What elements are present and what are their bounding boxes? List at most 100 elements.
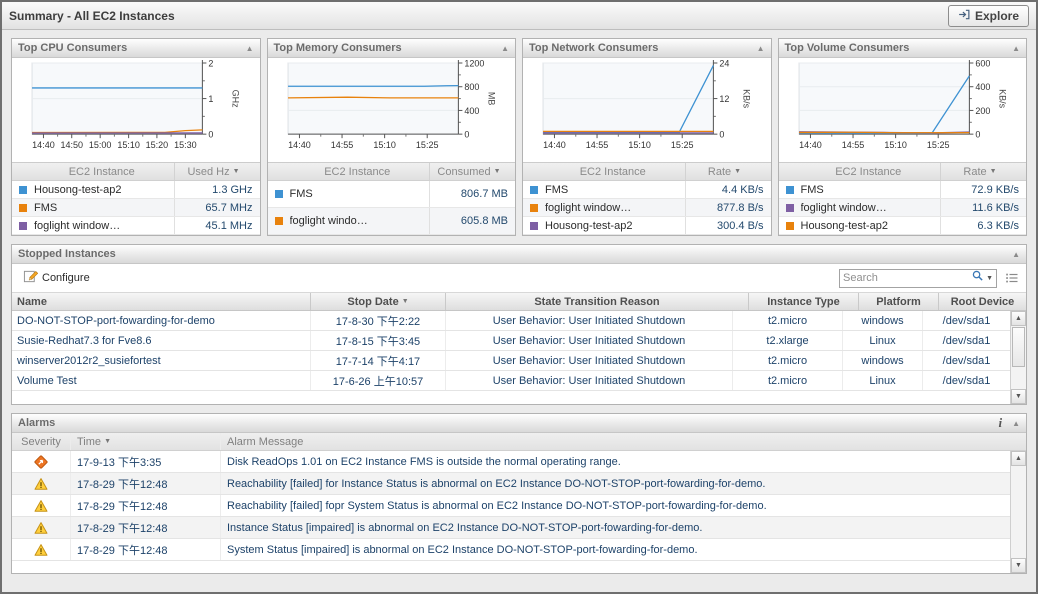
alarm-row[interactable]: 17-8-29 下午12:48 Reachability [failed] fop…: [12, 495, 1010, 517]
alarms-header: Alarms i ▲: [12, 414, 1026, 433]
consumer-row[interactable]: FMS 72.9 KB/s: [778, 181, 1026, 200]
svg-text:14:50: 14:50: [60, 140, 83, 150]
series-color-swatch: [530, 203, 538, 212]
sort-desc-icon: ▼: [232, 168, 240, 176]
explore-icon: [958, 8, 971, 24]
scrollbar-track[interactable]: [1011, 466, 1026, 558]
sort-desc-icon: ▼: [989, 168, 997, 176]
consumer-row[interactable]: FMS 4.4 KB/s: [523, 181, 771, 200]
column-header-instance[interactable]: EC2 Instance: [68, 165, 135, 178]
column-header-value[interactable]: Rate ▼: [940, 163, 1026, 181]
consumer-row[interactable]: foglight window… 45.1 MHz: [12, 217, 260, 235]
consumer-row[interactable]: foglight window… 877.8 B/s: [523, 199, 771, 218]
alarms-table-body: 17-9-13 下午3:35 Disk ReadOps 1.01 on EC2 I…: [12, 451, 1026, 573]
consumer-row[interactable]: Housong-test-ap2 6.3 KB/s: [778, 217, 1026, 235]
svg-text:GHz: GHz: [230, 90, 240, 109]
collapse-icon[interactable]: ▲: [756, 43, 765, 53]
column-header-platform[interactable]: Platform: [858, 293, 938, 310]
column-header-value[interactable]: Rate ▼: [684, 163, 771, 181]
cell-name[interactable]: Susie-Redhat7.3 for Fve8.6: [17, 334, 152, 347]
consumer-row[interactable]: Housong-test-ap2 1.3 GHz: [12, 181, 260, 200]
column-header-root-device[interactable]: Root Device: [938, 293, 1026, 310]
column-header-instance[interactable]: EC2 Instance: [579, 165, 646, 178]
scroll-up-button[interactable]: ▲: [1011, 451, 1026, 466]
collapse-icon[interactable]: ▲: [1012, 43, 1020, 53]
top-network-consumers-chart: 0 12 24 KB/s 14:40 14:55 15:10 15:25: [542, 59, 751, 150]
column-header-value[interactable]: Used Hz ▼: [173, 163, 260, 181]
alarm-row[interactable]: 17-9-13 下午3:35 Disk ReadOps 1.01 on EC2 I…: [12, 451, 1010, 473]
swatch-header-cell: [523, 163, 545, 180]
configure-button[interactable]: Configure: [19, 267, 94, 289]
swatch-cell: [779, 221, 801, 230]
stopped-instance-row[interactable]: DO-NOT-STOP-port-fowarding-for-demo 17-8-…: [12, 311, 1010, 331]
panel-title: Top Memory Consumers: [273, 42, 402, 54]
collapse-icon[interactable]: ▲: [501, 43, 509, 53]
svg-text:12: 12: [719, 94, 729, 104]
alarm-row[interactable]: 17-8-29 下午12:48 System Status [impaired] …: [12, 539, 1010, 561]
column-header-alarm-message[interactable]: Alarm Message: [220, 433, 1026, 450]
sort-desc-icon: ▼: [734, 168, 742, 176]
column-header-name[interactable]: Name: [17, 295, 47, 308]
collapse-icon[interactable]: ▲: [1012, 418, 1020, 428]
column-header-stop-date[interactable]: Stop Date ▼: [310, 293, 445, 310]
cell-alarm-message: Reachability [failed] for Instance Statu…: [220, 473, 1010, 494]
consumer-table-header-row: EC2 Instance Rate ▼: [778, 163, 1026, 182]
svg-text:24: 24: [719, 59, 729, 69]
scroll-down-button[interactable]: ▼: [1011, 558, 1026, 573]
scroll-up-button[interactable]: ▲: [1011, 311, 1026, 326]
svg-text:200: 200: [975, 106, 990, 116]
column-header-instance[interactable]: EC2 Instance: [835, 165, 902, 178]
column-header-instance[interactable]: EC2 Instance: [324, 165, 391, 178]
vertical-scrollbar[interactable]: ▲ ▼: [1010, 311, 1026, 404]
column-header-value[interactable]: Consumed ▼: [429, 163, 515, 181]
alarm-row[interactable]: 17-8-29 下午12:48 Reachability [failed] for…: [12, 473, 1010, 495]
scrollbar-track[interactable]: [1011, 368, 1026, 389]
panel-title: Top Network Consumers: [529, 42, 659, 54]
cell-name[interactable]: Volume Test: [17, 374, 77, 387]
cell-reason: User Behavior: User Initiated Shutdown: [445, 371, 732, 390]
search-input[interactable]: [843, 272, 972, 284]
swatch-cell: [523, 221, 545, 230]
consumer-row[interactable]: Housong-test-ap2 300.4 B/s: [523, 217, 771, 235]
series-color-swatch: [785, 203, 794, 212]
column-header-time[interactable]: Time ▼: [70, 433, 220, 450]
column-header-severity[interactable]: Severity: [21, 435, 61, 448]
scroll-down-button[interactable]: ▼: [1011, 389, 1026, 404]
collapse-icon[interactable]: ▲: [1012, 249, 1020, 259]
explore-button[interactable]: Explore: [947, 4, 1029, 27]
cell-root-device: /dev/sda1: [922, 351, 1010, 370]
cell-platform: Linux: [842, 331, 922, 350]
search-box: ▼: [839, 268, 997, 288]
panel-top-memory-consumers: Top Memory Consumers ▲ 0 400 800 1200 MB 14:4…: [266, 38, 516, 236]
collapse-icon[interactable]: ▲: [245, 43, 254, 53]
column-header-instance-type[interactable]: Instance Type: [748, 293, 858, 310]
alarm-row[interactable]: 17-8-29 下午12:48 Instance Status [impaired…: [12, 517, 1010, 539]
search-icon[interactable]: [971, 269, 984, 287]
cell-severity: [12, 495, 70, 516]
column-customizer-icon[interactable]: [1005, 271, 1019, 285]
cell-name[interactable]: DO-NOT-STOP-port-fowarding-for-demo: [17, 314, 215, 327]
svg-text:15:25: 15:25: [415, 140, 438, 150]
cell-name[interactable]: winserver2012r2_susiefortest: [17, 354, 161, 367]
column-header-state-transition-reason[interactable]: State Transition Reason: [445, 293, 748, 310]
cell-instance-name: FMS: [34, 201, 58, 214]
consumer-row[interactable]: FMS 806.7 MB: [267, 181, 515, 209]
panel-header: Top Network Consumers ▲: [523, 39, 771, 58]
svg-text:0: 0: [464, 130, 469, 140]
cell-severity: [12, 517, 70, 538]
vertical-scrollbar[interactable]: ▲ ▼: [1010, 451, 1026, 573]
panel-top-network-consumers: Top Network Consumers ▲ 0 12 24 KB/s 14:40 14…: [522, 38, 772, 236]
warning-severity-icon: [34, 499, 48, 513]
stopped-instance-row[interactable]: Susie-Redhat7.3 for Fve8.6 17-8-15 下午3:45…: [12, 331, 1010, 351]
consumer-row[interactable]: foglight window… 11.6 KB/s: [778, 199, 1026, 218]
stopped-instance-row[interactable]: Volume Test 17-6-26 上午10:57 User Behavior:…: [12, 371, 1010, 391]
stopped-table-header-row: Name Stop Date ▼ State Transition Reason …: [12, 292, 1026, 311]
search-options-dropdown-icon[interactable]: ▼: [986, 274, 993, 282]
alarms-rows-area: 17-9-13 下午3:35 Disk ReadOps 1.01 on EC2 I…: [12, 451, 1010, 573]
stopped-instance-row[interactable]: winserver2012r2_susiefortest 17-7-14 下午4:…: [12, 351, 1010, 371]
scrollbar-thumb[interactable]: [1012, 327, 1025, 367]
consumer-row[interactable]: foglight windo… 605.8 MB: [267, 208, 515, 235]
swatch-header-cell: [779, 163, 801, 180]
info-icon[interactable]: i: [998, 415, 1003, 430]
consumer-row[interactable]: FMS 65.7 MHz: [12, 199, 260, 218]
